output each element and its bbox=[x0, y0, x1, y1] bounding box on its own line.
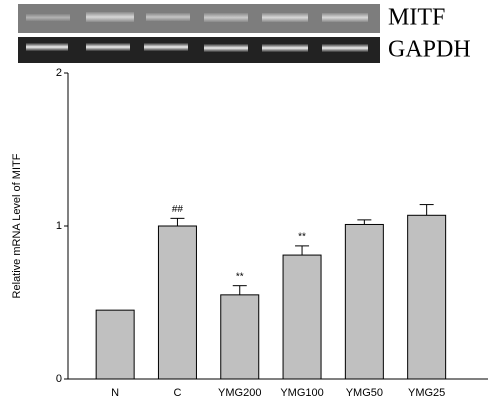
x-tick-label: YMG100 bbox=[280, 387, 323, 399]
bar bbox=[408, 215, 446, 379]
gel-band bbox=[26, 14, 70, 21]
y-tick-label: 2 bbox=[56, 67, 62, 79]
bar bbox=[345, 224, 383, 379]
x-tick-label: N bbox=[111, 387, 119, 399]
bar bbox=[221, 295, 259, 379]
gel-band bbox=[26, 43, 68, 51]
gel-label: GAPDH bbox=[388, 37, 471, 63]
gel-band bbox=[262, 13, 308, 22]
y-axis-label: Relative mRNA Level of MITF bbox=[11, 153, 23, 298]
gel-band bbox=[262, 44, 308, 52]
x-tick-label: YMG200 bbox=[218, 387, 261, 399]
bar bbox=[96, 310, 134, 379]
x-tick-label: YMG50 bbox=[346, 387, 383, 399]
gel-band bbox=[204, 13, 248, 22]
gel-band bbox=[86, 43, 130, 51]
gel-band bbox=[146, 13, 190, 21]
y-tick-label: 0 bbox=[56, 373, 62, 385]
bar bbox=[158, 226, 196, 379]
gel-band bbox=[144, 43, 188, 51]
y-tick-label: 1 bbox=[56, 220, 62, 232]
significance-label: ## bbox=[172, 204, 184, 215]
gel-image bbox=[18, 4, 380, 63]
x-tick-label: YMG25 bbox=[408, 387, 445, 399]
gel-band bbox=[322, 44, 368, 52]
bar bbox=[283, 255, 321, 379]
gel-label: MITF bbox=[388, 5, 445, 31]
significance-label: ** bbox=[236, 271, 244, 282]
gel-band bbox=[204, 44, 248, 52]
figure: MITF GAPDH Relative mRNA Level of MITF 0… bbox=[0, 0, 490, 403]
significance-label: ** bbox=[298, 232, 306, 243]
gel-band bbox=[322, 13, 368, 22]
gel-band bbox=[86, 12, 134, 22]
x-tick-label: C bbox=[173, 387, 181, 399]
